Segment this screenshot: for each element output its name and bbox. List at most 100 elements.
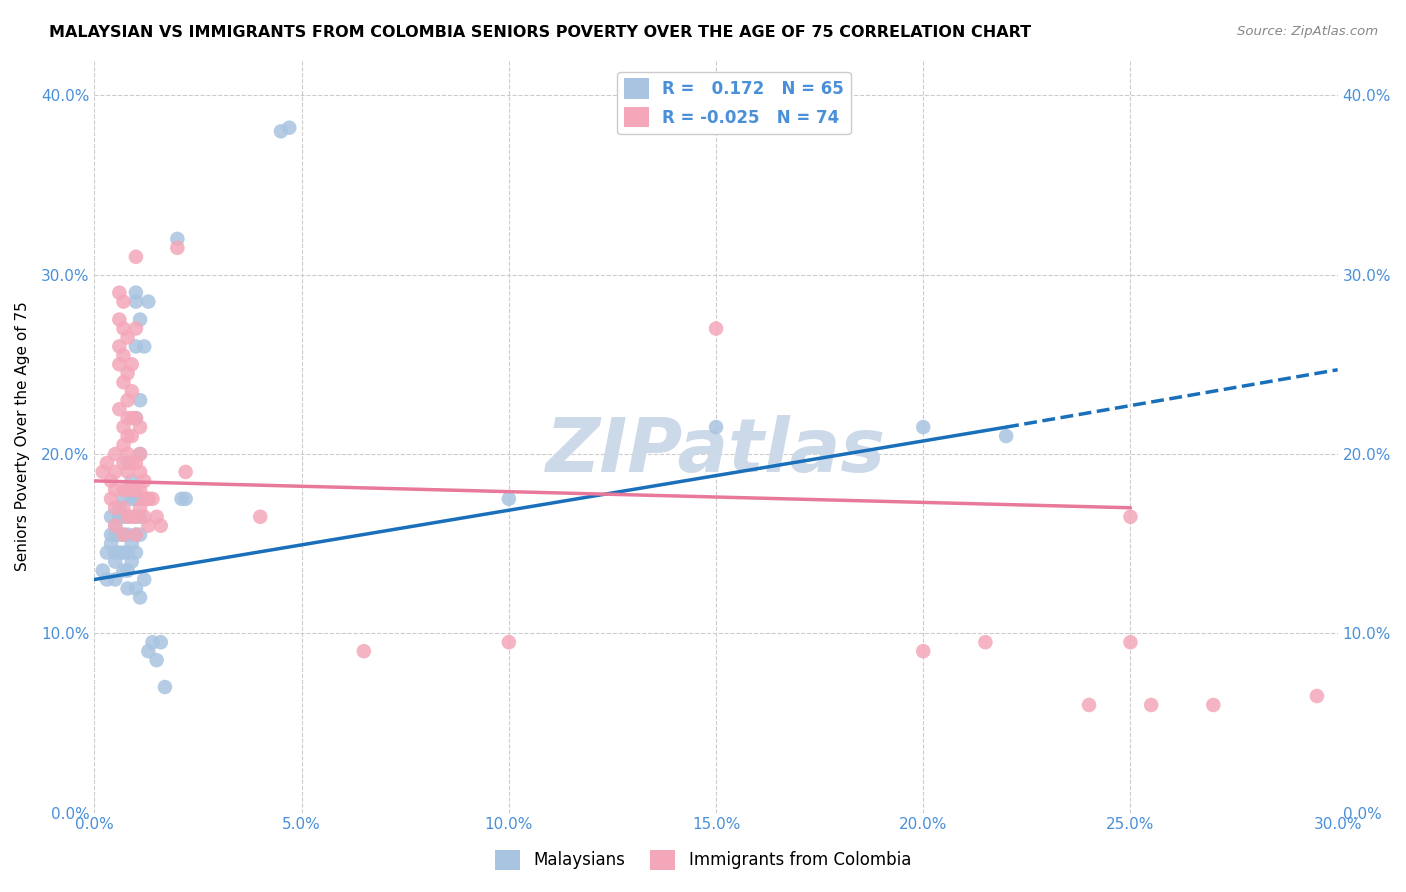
- Point: [121, 555, 143, 569]
- Text: MALAYSIAN VS IMMIGRANTS FROM COLOMBIA SENIORS POVERTY OVER THE AGE OF 75 CORRELA: MALAYSIAN VS IMMIGRANTS FROM COLOMBIA SE…: [49, 25, 1032, 40]
- Point: [112, 564, 135, 578]
- Point: [129, 447, 152, 461]
- Point: [112, 456, 135, 470]
- Point: [108, 527, 131, 541]
- Point: [704, 321, 727, 335]
- Point: [117, 429, 139, 443]
- Point: [117, 447, 139, 461]
- Point: [125, 250, 148, 264]
- Point: [108, 402, 131, 417]
- Point: [104, 518, 127, 533]
- Point: [117, 564, 139, 578]
- Point: [129, 447, 152, 461]
- Point: [117, 330, 139, 344]
- Point: [108, 285, 131, 300]
- Point: [108, 546, 131, 560]
- Point: [100, 536, 122, 550]
- Point: [166, 241, 188, 255]
- Point: [117, 509, 139, 524]
- Point: [121, 411, 143, 425]
- Point: [134, 509, 156, 524]
- Point: [129, 393, 152, 408]
- Point: [134, 573, 156, 587]
- Point: [112, 500, 135, 515]
- Point: [125, 527, 148, 541]
- Point: [125, 546, 148, 560]
- Point: [104, 447, 127, 461]
- Point: [1119, 635, 1142, 649]
- Point: [1140, 698, 1163, 712]
- Point: [278, 120, 301, 135]
- Point: [121, 456, 143, 470]
- Point: [112, 509, 135, 524]
- Point: [121, 509, 143, 524]
- Point: [112, 483, 135, 497]
- Point: [995, 429, 1018, 443]
- Point: [125, 582, 148, 596]
- Point: [96, 546, 118, 560]
- Point: [100, 491, 122, 506]
- Point: [1306, 689, 1329, 703]
- Point: [117, 456, 139, 470]
- Point: [129, 500, 152, 515]
- Point: [112, 294, 135, 309]
- Point: [704, 420, 727, 434]
- Point: [125, 509, 148, 524]
- Point: [174, 465, 197, 479]
- Point: [912, 420, 935, 434]
- Point: [121, 491, 143, 506]
- Point: [125, 527, 148, 541]
- Point: [96, 573, 118, 587]
- Point: [117, 411, 139, 425]
- Point: [104, 527, 127, 541]
- Point: [108, 509, 131, 524]
- Point: [112, 491, 135, 506]
- Point: [125, 339, 148, 353]
- Point: [100, 474, 122, 488]
- Point: [121, 357, 143, 371]
- Text: Source: ZipAtlas.com: Source: ZipAtlas.com: [1237, 25, 1378, 38]
- Point: [117, 465, 139, 479]
- Point: [121, 536, 143, 550]
- Point: [96, 456, 118, 470]
- Point: [121, 474, 143, 488]
- Point: [129, 312, 152, 326]
- Point: [121, 384, 143, 399]
- Point: [974, 635, 997, 649]
- Point: [117, 546, 139, 560]
- Point: [134, 491, 156, 506]
- Point: [104, 465, 127, 479]
- Point: [125, 411, 148, 425]
- Point: [117, 367, 139, 381]
- Point: [100, 527, 122, 541]
- Point: [112, 348, 135, 362]
- Point: [117, 393, 139, 408]
- Point: [112, 527, 135, 541]
- Point: [153, 680, 176, 694]
- Point: [112, 527, 135, 541]
- Point: [138, 294, 160, 309]
- Point: [129, 591, 152, 605]
- Point: [138, 644, 160, 658]
- Point: [129, 465, 152, 479]
- Point: [138, 491, 160, 506]
- Point: [125, 456, 148, 470]
- Point: [134, 474, 156, 488]
- Text: ZIPatlas: ZIPatlas: [546, 415, 886, 488]
- Point: [117, 582, 139, 596]
- Point: [145, 509, 167, 524]
- Point: [170, 491, 193, 506]
- Point: [1119, 509, 1142, 524]
- Point: [129, 420, 152, 434]
- Point: [104, 546, 127, 560]
- Legend: Malaysians, Immigrants from Colombia: Malaysians, Immigrants from Colombia: [488, 843, 918, 877]
- Point: [125, 411, 148, 425]
- Point: [108, 339, 131, 353]
- Point: [108, 500, 131, 515]
- Point: [149, 518, 172, 533]
- Point: [112, 420, 135, 434]
- Point: [121, 483, 143, 497]
- Point: [498, 491, 520, 506]
- Legend: R =   0.172   N = 65, R = -0.025   N = 74: R = 0.172 N = 65, R = -0.025 N = 74: [617, 71, 851, 134]
- Point: [125, 491, 148, 506]
